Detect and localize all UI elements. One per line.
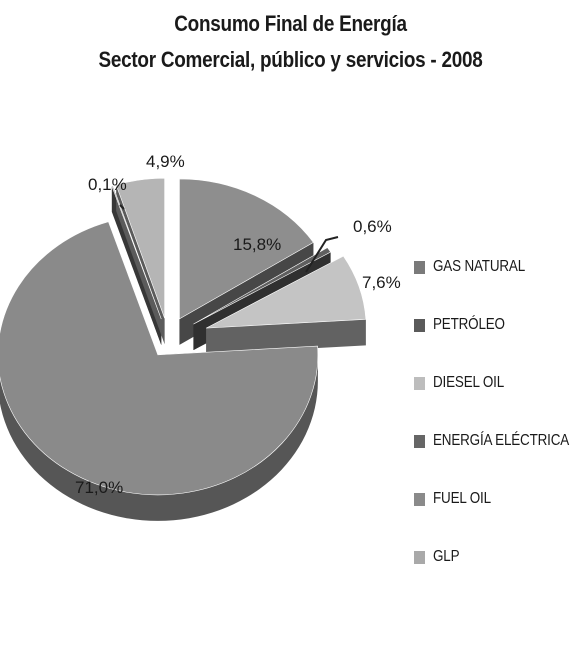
legend-swatch: [414, 550, 425, 564]
legend-item: GLP: [414, 528, 581, 586]
legend-swatch: [414, 434, 425, 448]
legend-label: ENERGÍA ELÉCTRICA: [433, 432, 570, 449]
legend-label: GLP: [433, 548, 460, 565]
pie-slice-diesel-oil: [206, 255, 367, 329]
chart-title: Consumo Final de Energía Sector Comercia…: [0, 6, 581, 78]
legend-swatch: [414, 260, 425, 274]
legend-item: DIESEL OIL: [414, 354, 581, 412]
data-label-diesel-oil: 7,6%: [362, 273, 401, 292]
pie-slice-energ-a-el-ctrica: [0, 221, 319, 496]
legend-item: FUEL OIL: [414, 470, 581, 528]
legend-label: DIESEL OIL: [433, 374, 505, 391]
legend-swatch: [414, 318, 425, 332]
legend-item: GAS NATURAL: [414, 238, 581, 296]
legend-swatch: [414, 376, 425, 390]
legend-label: FUEL OIL: [433, 490, 491, 507]
legend-item: ENERGÍA ELÉCTRICA: [414, 412, 581, 470]
data-label-energ-a-el-ctrica: 71,0%: [75, 478, 123, 497]
data-label-glp: 4,9%: [146, 152, 185, 171]
chart-title-line-1: Consumo Final de Energía: [174, 11, 407, 36]
pie-slice-wall: [0, 354, 318, 521]
legend-label: GAS NATURAL: [433, 258, 526, 275]
pie-slice-edge: [116, 184, 165, 345]
pie-slice-edge: [206, 319, 366, 355]
data-label-fuel-oil: 0,1%: [88, 175, 127, 194]
legend-swatch: [414, 492, 425, 506]
data-label-gas-natural: 15,8%: [233, 235, 281, 254]
legend-label: PETRÓLEO: [433, 316, 505, 333]
pie-slice-petr-leo: [193, 247, 332, 325]
pie-slice-gas-natural: [179, 178, 314, 320]
data-label-petr-leo: 0,6%: [353, 217, 392, 236]
pie-slice-fuel-oil: [111, 185, 162, 320]
leader-line: [305, 236, 339, 273]
chart-title-line-2: Sector Comercial, público y servicios - …: [98, 47, 483, 72]
leader-line: [119, 204, 125, 210]
chart-legend: GAS NATURAL PETRÓLEO DIESEL OIL ENERGÍA ELÉ…: [414, 238, 581, 586]
pie-slice-glp: [115, 177, 165, 319]
legend-item: PETRÓLEO: [414, 296, 581, 354]
